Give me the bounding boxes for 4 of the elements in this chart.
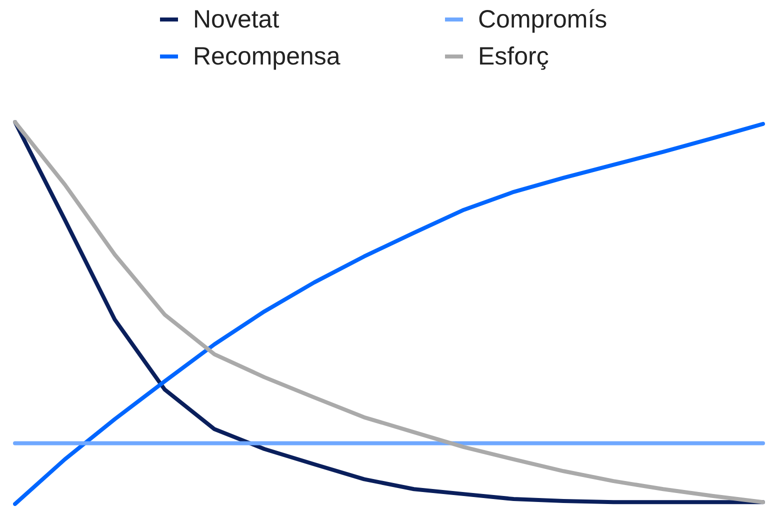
legend-label: Esforç: [478, 42, 549, 70]
legend-label: Recompensa: [193, 42, 340, 70]
legend-label: Compromís: [478, 6, 608, 34]
legend-label: Novetat: [193, 6, 280, 34]
